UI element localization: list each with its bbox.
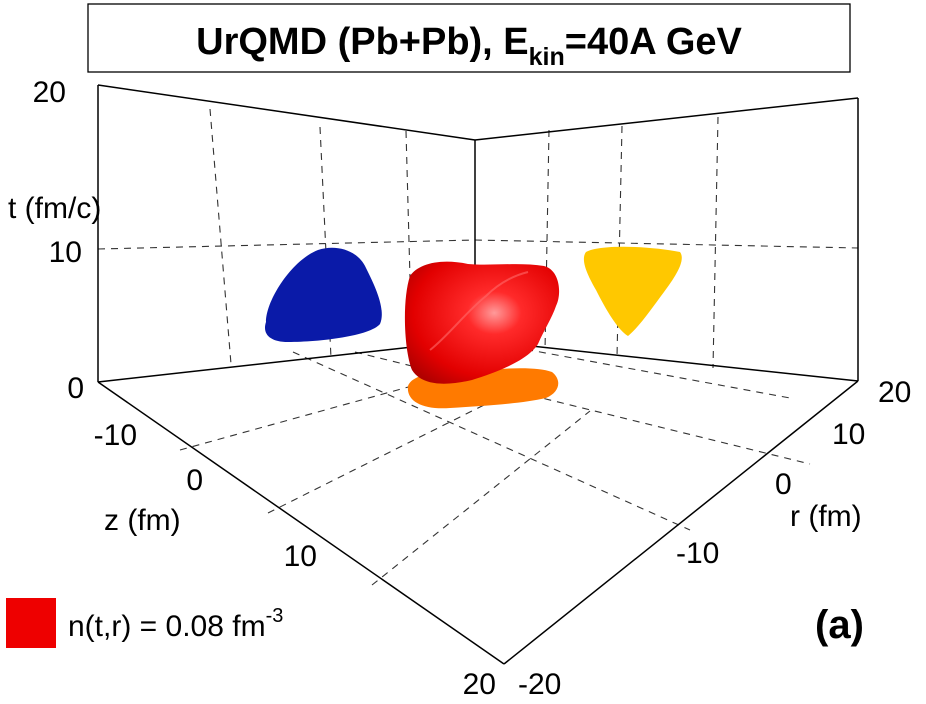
gridline-floor-z3 xyxy=(371,410,591,586)
legend-text: n(t,r) = 0.08 fm-3 xyxy=(68,605,283,643)
edge-floor-front-left xyxy=(97,381,505,665)
tick-label-r-0: 0 xyxy=(775,468,792,501)
surface-projection-t-z xyxy=(264,247,382,342)
tick-label-z-20: 20 xyxy=(463,668,496,699)
tick-label-t-0: 0 xyxy=(67,372,84,405)
gridline-right-wall-r3 xyxy=(712,116,719,369)
tick-label-z-minus10: -10 xyxy=(94,419,137,452)
panel-label: (a) xyxy=(815,603,864,647)
edge-back-right-top xyxy=(474,97,859,141)
tick-label-r-minus10: -10 xyxy=(676,537,719,570)
edge-floor-front-right xyxy=(503,380,859,665)
tick-label-t-10: 10 xyxy=(49,236,82,269)
chart-title: UrQMD (Pb+Pb), Ekin=40A GeV xyxy=(196,21,742,71)
legend-swatch xyxy=(6,598,56,648)
title-box xyxy=(87,3,851,73)
edge-floor-back-right xyxy=(474,339,859,382)
edge-back-left-top xyxy=(97,84,476,141)
tick-label-r-20: 20 xyxy=(878,376,911,409)
gridline-t-10 xyxy=(97,239,859,250)
gridline-floor-z2 xyxy=(267,386,521,514)
gridline-back-wall-z1 xyxy=(209,108,232,365)
gridline-floor-z1 xyxy=(179,377,442,451)
axis-label-t: t (fm/c) xyxy=(8,192,101,225)
tick-label-z-0: 0 xyxy=(186,464,203,497)
axis-label-r: r (fm) xyxy=(790,500,862,533)
tick-label-z-10: 10 xyxy=(284,540,317,573)
isosurface-highlight xyxy=(429,271,529,351)
surface-projection-t-r xyxy=(583,246,682,336)
axes-box xyxy=(97,84,859,665)
axis-label-z: z (fm) xyxy=(104,504,181,537)
tick-label-r-10: 10 xyxy=(832,418,865,451)
surface-isosurface xyxy=(404,261,560,384)
tick-label-t-20: 20 xyxy=(33,76,66,109)
tick-label-r-minus20: -20 xyxy=(518,668,561,699)
